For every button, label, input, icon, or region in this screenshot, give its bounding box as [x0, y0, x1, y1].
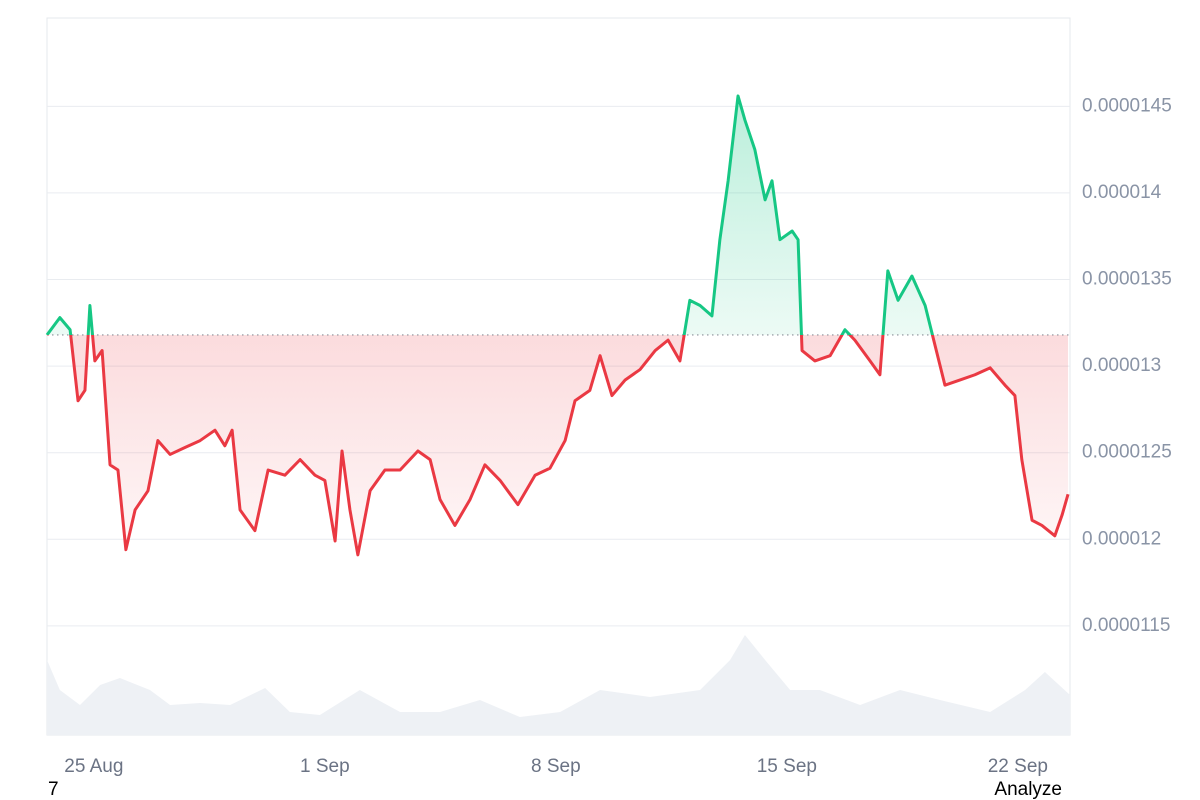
price-area: [47, 95, 1069, 555]
y-tick-label: 0.0000145: [1082, 95, 1172, 116]
y-tick-label: 0.0000135: [1082, 269, 1172, 290]
x-tick-label: 22 Sep: [988, 756, 1048, 777]
y-tick-label: 0.0000115: [1082, 615, 1170, 636]
y-tick-label: 0.000013: [1082, 355, 1161, 376]
x-tick-label: 25 Aug: [64, 756, 123, 777]
y-tick-label: 0.000014: [1082, 182, 1162, 203]
y-tick-label: 0.0000125: [1082, 442, 1172, 463]
x-tick-label: 15 Sep: [757, 756, 817, 777]
x-tick-label: 8 Sep: [531, 756, 581, 777]
analyze-button[interactable]: Analyze: [994, 779, 1062, 800]
volume-area: [47, 635, 1070, 735]
x-tick-label: 1 Sep: [300, 756, 350, 777]
price-line: [45, 94, 1070, 557]
y-tick-label: 0.000012: [1082, 528, 1161, 549]
footer-left: 7: [48, 779, 59, 800]
